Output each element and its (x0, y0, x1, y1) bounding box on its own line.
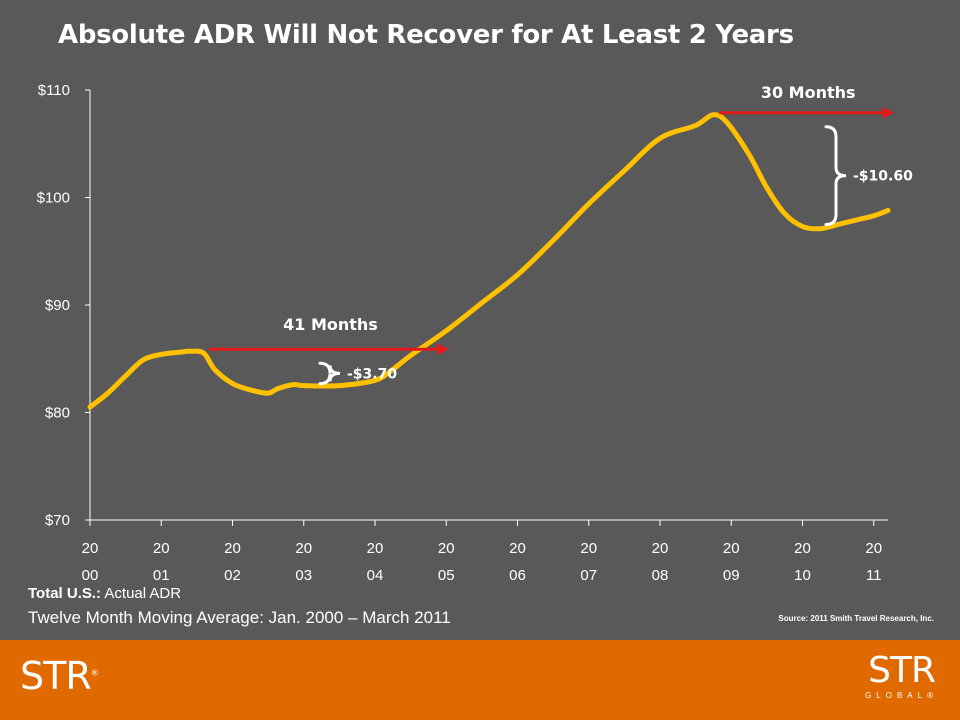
chart-note: Total U.S.: Actual ADR (28, 585, 181, 602)
chart-annotations: 41 Months -$3.70 30 Months -$10.60 (208, 83, 913, 386)
x-tick-label-top: 20 (794, 540, 811, 557)
x-tick-label-bottom: 02 (224, 567, 241, 584)
annotation-drop-3-70-label: -$3.70 (347, 366, 397, 382)
y-tick-label: $80 (45, 405, 70, 422)
x-tick-label-bottom: 04 (367, 567, 384, 584)
note-rest: Actual ADR (101, 585, 182, 602)
str-logo: STR® (20, 654, 99, 698)
chart-ticks: $70 $80 $90 $100 $110 20 00 20 01 20 02 20 03 20 04 20 0… (37, 82, 882, 584)
x-tick-label-top: 20 (438, 540, 455, 557)
annotation-30-months-label: 30 Months (761, 83, 856, 102)
str-global-logo: STR GLOBAL® (865, 650, 938, 701)
source-note: Source: 2011 Smith Travel Research, Inc. (778, 614, 934, 623)
x-tick-label-top: 20 (224, 540, 241, 557)
chart-subnote: Twelve Month Moving Average: Jan. 2000 –… (28, 608, 451, 627)
annotation-41-months-label: 41 Months (283, 315, 378, 334)
str-logo-text: STR (20, 654, 92, 698)
annotation-drop-10-60-label: -$10.60 (853, 169, 913, 185)
note-bold: Total U.S.: (28, 585, 102, 602)
x-tick-label-top: 20 (652, 540, 669, 557)
footer-bar: STR® STR GLOBAL® (0, 640, 960, 720)
x-tick-label-bottom: 11 (866, 567, 882, 584)
x-tick-label-bottom: 03 (295, 567, 312, 584)
str-global-logo-top: STR (868, 650, 936, 691)
annotation-drop-10-60-brace (824, 125, 847, 227)
chart-series (87, 112, 891, 410)
x-tick-label-top: 20 (295, 540, 312, 557)
y-tick-label: $90 (45, 297, 70, 314)
y-tick-label: $100 (37, 190, 70, 207)
x-tick-label-bottom: 08 (652, 567, 669, 584)
str-logo-mark: ® (90, 668, 99, 678)
x-tick-label-bottom: 10 (794, 567, 811, 584)
annotation-drop-3-70-brace (318, 361, 341, 386)
str-global-logo-bottom: GLOBAL® (865, 691, 938, 700)
x-tick-label-bottom: 07 (580, 567, 597, 584)
y-tick-label: $110 (38, 82, 70, 99)
x-tick-label-bottom: 00 (82, 567, 99, 584)
x-tick-label-top: 20 (153, 540, 170, 557)
x-tick-label-bottom: 01 (153, 567, 170, 584)
x-tick-label-top: 20 (509, 540, 526, 557)
x-tick-label-top: 20 (367, 540, 384, 557)
chart-axes (89, 90, 888, 521)
x-tick-label-top: 20 (865, 540, 882, 557)
x-tick-label-top: 20 (723, 540, 740, 557)
adr-line-chart: $70 $80 $90 $100 $110 20 00 20 01 20 02 20 03 20 04 20 0… (37, 82, 913, 584)
x-tick-label-top: 20 (580, 540, 597, 557)
x-tick-label-top: 20 (82, 540, 99, 557)
x-tick-label-bottom: 06 (509, 567, 526, 584)
y-tick-label: $70 (45, 512, 70, 529)
x-tick-label-bottom: 05 (438, 567, 455, 584)
adr-series-line (87, 112, 891, 410)
x-tick-label-bottom: 09 (723, 567, 740, 584)
slide-title: Absolute ADR Will Not Recover for At Lea… (58, 20, 794, 50)
